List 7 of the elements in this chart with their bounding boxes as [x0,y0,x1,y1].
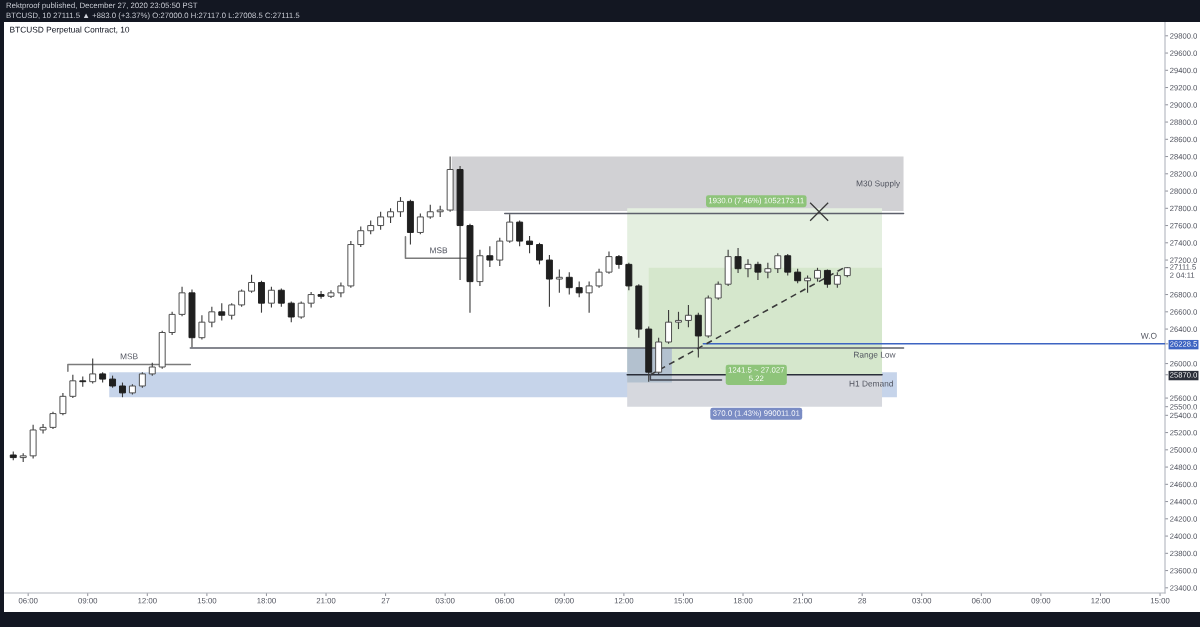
series-label: MSB [120,353,138,360]
series-label: W.O [1140,332,1157,339]
annotation: M30 Supply [856,180,901,189]
series-label: MSB [430,247,448,254]
series-label: Range Low [854,351,896,360]
text: BTCUSD Perpetual Contract, 10 [10,26,130,35]
annotation: H1 Demand [849,380,893,387]
